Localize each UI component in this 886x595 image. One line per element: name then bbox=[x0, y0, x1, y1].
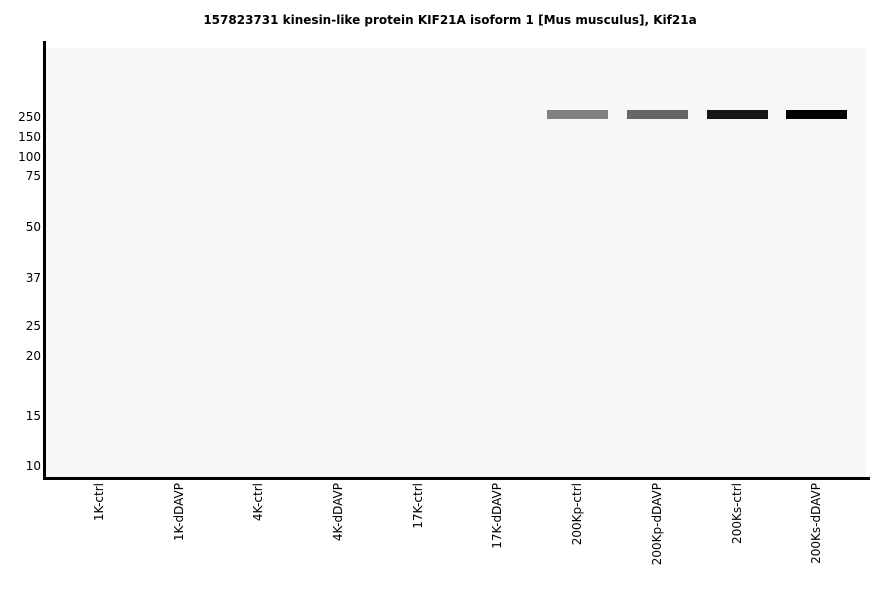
y-tick-label-10: 10 bbox=[25, 459, 41, 473]
plot-area bbox=[46, 48, 866, 477]
y-tick-label-37: 37 bbox=[25, 271, 41, 285]
x-tick-label-1K-dDAVP: 1K-dDAVP bbox=[172, 483, 186, 542]
gel-band-200Kp-ctrl bbox=[546, 109, 608, 119]
y-tick-label-25: 25 bbox=[25, 319, 41, 333]
gel-band-200Ks-dDAVP bbox=[785, 109, 847, 119]
gel-band-200Ks-ctrl bbox=[706, 109, 768, 119]
x-tick-label-17K-ctrl: 17K-ctrl bbox=[411, 483, 425, 529]
y-tick-label-20: 20 bbox=[25, 349, 41, 363]
x-tick-label-17K-dDAVP: 17K-dDAVP bbox=[490, 483, 504, 549]
x-tick-label-4K-ctrl: 4K-ctrl bbox=[251, 483, 265, 522]
x-tick-label-200Ks-dDAVP: 200Ks-dDAVP bbox=[809, 483, 823, 564]
x-tick-label-200Ks-ctrl: 200Ks-ctrl bbox=[730, 483, 744, 544]
x-tick-label-4K-dDAVP: 4K-dDAVP bbox=[331, 483, 345, 542]
x-tick-label-200Kp-dDAVP: 200Kp-dDAVP bbox=[650, 483, 664, 566]
gel-band-200Kp-dDAVP bbox=[626, 109, 688, 119]
y-tick-label-250: 250 bbox=[18, 110, 41, 124]
chart-title: 157823731 kinesin-like protein KIF21A is… bbox=[203, 13, 697, 27]
x-tick-label-200Kp-ctrl: 200Kp-ctrl bbox=[570, 483, 584, 546]
y-tick-label-150: 150 bbox=[18, 130, 41, 144]
y-tick-label-100: 100 bbox=[18, 150, 41, 164]
y-tick-label-15: 15 bbox=[25, 409, 41, 423]
y-axis-line bbox=[43, 41, 46, 480]
y-tick-label-75: 75 bbox=[25, 169, 41, 183]
x-axis-line bbox=[43, 477, 870, 480]
y-tick-label-50: 50 bbox=[25, 220, 41, 234]
x-tick-label-1K-ctrl: 1K-ctrl bbox=[92, 483, 106, 522]
